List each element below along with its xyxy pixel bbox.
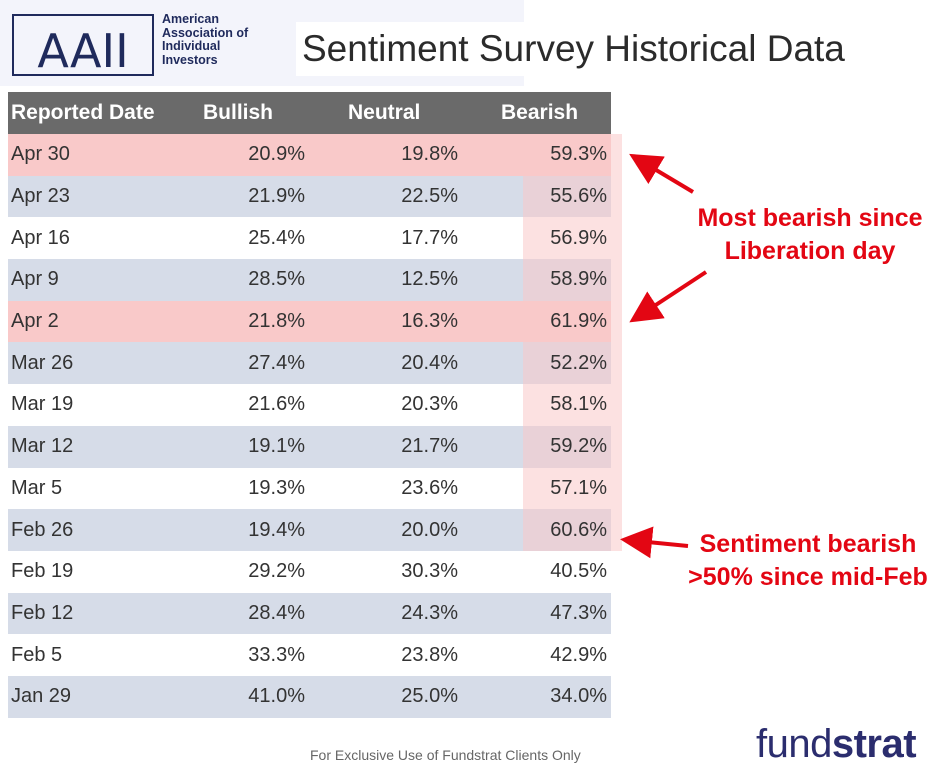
cell-neutral: 16.3%	[401, 310, 458, 333]
cell-bearish: 56.9%	[550, 226, 607, 249]
table-row: Mar 5 19.3% 23.6% 57.1%	[8, 468, 611, 510]
arrow-to-feb26	[620, 526, 689, 559]
cell-bearish: 40.5%	[550, 560, 607, 583]
cell-bullish: 21.6%	[248, 393, 305, 416]
table-row: Mar 19 21.6% 20.3% 58.1%	[8, 384, 611, 426]
cell-bearish: 47.3%	[550, 601, 607, 624]
cell-bullish: 27.4%	[248, 351, 305, 374]
cell-bearish: 60.6%	[550, 518, 607, 541]
cell-neutral: 20.3%	[401, 393, 458, 416]
cell-date: Apr 16	[11, 226, 70, 249]
table-header: Reported Date Bullish Neutral Bearish	[8, 92, 611, 134]
cell-bullish: 29.2%	[248, 560, 305, 583]
fundstrat-logo: fundstrat	[756, 722, 917, 767]
logo-line: Association of	[162, 25, 249, 40]
col-header-date: Reported Date	[11, 101, 155, 124]
cell-bearish: 59.2%	[550, 435, 607, 458]
annotation-sentiment-bearish: Sentiment bearish >50% since mid-Feb	[680, 528, 936, 594]
table-row: Apr 30 20.9% 19.8% 59.3%	[8, 134, 611, 176]
cell-bullish: 20.9%	[248, 143, 305, 166]
cell-neutral: 24.3%	[401, 601, 458, 624]
page-title: Sentiment Survey Historical Data	[296, 22, 910, 76]
cell-bullish: 19.1%	[248, 435, 305, 458]
logo-wordmark: American Association of Individual Inves…	[162, 12, 249, 67]
table-row: Feb 12 28.4% 24.3% 47.3%	[8, 592, 611, 635]
bearish-column-highlight	[523, 134, 622, 551]
cell-date: Apr 2	[11, 310, 59, 333]
annotation-line: Most bearish since	[697, 204, 923, 232]
table-row: Apr 9 28.5% 12.5% 58.9%	[8, 259, 611, 301]
cell-bullish: 19.4%	[248, 518, 305, 541]
table-row: Apr 16 25.4% 17.7% 56.9%	[8, 217, 611, 259]
cell-bullish: 28.4%	[248, 601, 305, 624]
table-row: Apr 23 21.9% 22.5% 55.6%	[8, 175, 611, 218]
cell-date: Mar 12	[11, 435, 74, 458]
cell-bullish: 21.9%	[248, 185, 305, 208]
annotation-line: Sentiment bearish	[699, 530, 917, 558]
table-row: Feb 19 29.2% 30.3% 40.5%	[8, 551, 611, 593]
arrow-to-apr2	[629, 270, 708, 323]
cell-bearish: 59.3%	[550, 143, 607, 166]
aaii-logo-icon: AAII	[12, 14, 154, 76]
cell-date: Apr 23	[11, 185, 70, 208]
col-header-bearish: Bearish	[501, 101, 579, 124]
table-row: Feb 26 19.4% 20.0% 60.6%	[8, 509, 611, 551]
cell-neutral: 20.4%	[401, 351, 458, 374]
cell-bullish: 33.3%	[248, 643, 305, 666]
logo-line: Individual	[162, 39, 221, 53]
cell-neutral: 17.7%	[401, 226, 458, 249]
logo-initials: AAII	[37, 24, 128, 76]
cell-neutral: 23.6%	[401, 476, 458, 499]
cell-bearish: 42.9%	[550, 643, 607, 666]
cell-neutral: 23.8%	[401, 643, 458, 666]
cell-bullish: 41.0%	[248, 685, 305, 708]
annotation-line: Liberation day	[724, 237, 896, 265]
cell-date: Apr 9	[11, 268, 59, 291]
annotation-line: >50% since mid-Feb	[688, 563, 928, 591]
brand-light: fund	[756, 722, 832, 766]
cell-bearish: 55.6%	[550, 185, 607, 208]
cell-neutral: 30.3%	[401, 560, 458, 583]
logo-line: Investors	[162, 52, 218, 67]
col-header-neutral: Neutral	[348, 101, 421, 124]
table-row: Apr 2 21.8% 16.3% 61.9%	[8, 300, 611, 343]
cell-date: Mar 26	[11, 351, 74, 374]
cell-neutral: 12.5%	[401, 268, 458, 291]
cell-date: Feb 12	[11, 601, 74, 624]
cell-bullish: 21.8%	[248, 310, 305, 333]
table-body: Apr 30 20.9% 19.8% 59.3% Apr 23 21.9% 22.5% 55.…	[8, 134, 611, 718]
table-row: Feb 5 33.3% 23.8% 42.9%	[8, 634, 611, 676]
cell-bearish: 52.2%	[550, 351, 607, 374]
cell-date: Feb 26	[11, 518, 74, 541]
cell-bearish: 61.9%	[550, 310, 607, 333]
cell-neutral: 22.5%	[401, 185, 458, 208]
table-row: Mar 12 19.1% 21.7% 59.2%	[8, 425, 611, 468]
table-row: Jan 29 41.0% 25.0% 34.0%	[8, 675, 611, 718]
brand-bold: strat	[831, 722, 917, 766]
cell-bullish: 19.3%	[248, 476, 305, 499]
cell-neutral: 25.0%	[401, 685, 458, 708]
cell-date: Mar 19	[11, 393, 74, 416]
cell-bearish: 58.9%	[550, 268, 607, 291]
cell-bullish: 25.4%	[248, 226, 305, 249]
cell-bullish: 28.5%	[248, 268, 305, 291]
cell-date: Feb 5	[11, 643, 63, 666]
cell-neutral: 21.7%	[401, 435, 458, 458]
arrow-to-apr30	[629, 153, 695, 194]
cell-bearish: 34.0%	[550, 685, 607, 708]
cell-date: Mar 5	[11, 476, 63, 499]
col-header-bullish: Bullish	[203, 101, 274, 124]
sentiment-table: Reported Date Bullish Neutral Bearish Ap…	[8, 92, 611, 718]
cell-bearish: 58.1%	[550, 393, 607, 416]
cell-date: Feb 19	[11, 560, 74, 583]
cell-bearish: 57.1%	[550, 476, 607, 499]
cell-date: Jan 29	[11, 685, 72, 708]
table-row: Mar 26 27.4% 20.4% 52.2%	[8, 342, 611, 385]
cell-neutral: 20.0%	[401, 518, 458, 541]
footer-disclaimer: For Exclusive Use of Fundstrat Clients O…	[310, 747, 581, 763]
cell-date: Apr 30	[11, 143, 70, 166]
cell-neutral: 19.8%	[401, 143, 458, 166]
annotation-most-bearish: Most bearish since Liberation day	[684, 202, 936, 268]
logo-line: American	[162, 12, 219, 26]
